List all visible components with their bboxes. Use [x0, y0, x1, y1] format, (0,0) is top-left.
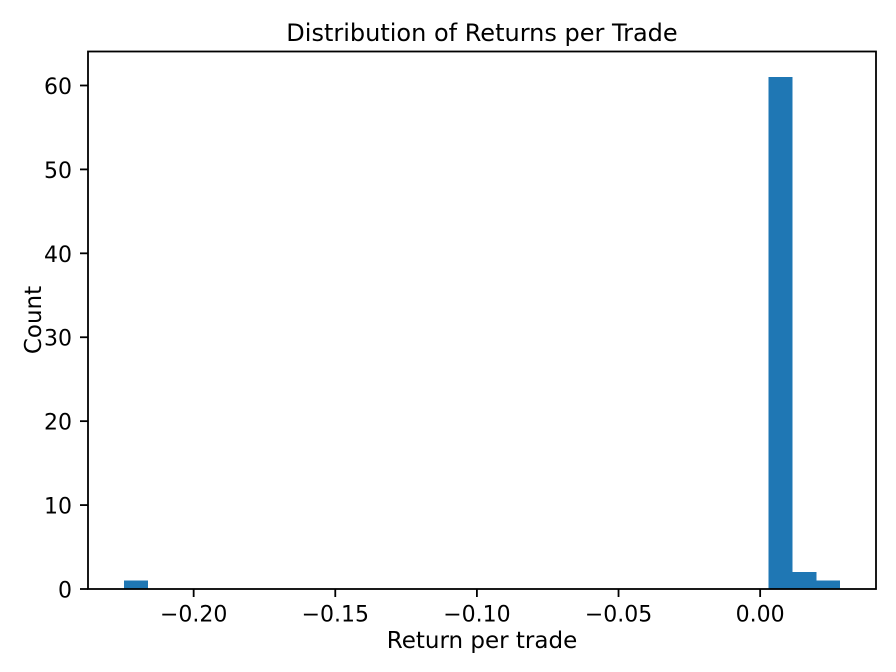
y-tick-label: 60: [44, 75, 72, 100]
y-tick-label: 30: [44, 327, 72, 352]
x-tick-label: 0.00: [736, 603, 785, 628]
x-tick-label: −0.05: [585, 603, 652, 628]
y-tick-label: 50: [44, 159, 72, 184]
y-tick-label: 40: [44, 243, 72, 268]
histogram-bar: [768, 77, 793, 589]
y-tick-label: 20: [44, 411, 72, 436]
x-tick-label: −0.15: [302, 603, 369, 628]
x-axis-ticks: −0.20 −0.15 −0.10 −0.05 0.00: [160, 589, 785, 628]
y-axis-ticks: 0 10 20 30 40 50 60: [44, 75, 88, 604]
y-axis-label: Count: [21, 286, 47, 354]
x-axis-label: Return per trade: [387, 628, 577, 654]
x-tick-label: −0.20: [160, 603, 227, 628]
x-tick-label: −0.10: [443, 603, 510, 628]
y-tick-label: 0: [58, 579, 72, 604]
histogram-bar: [816, 580, 841, 589]
plot-frame: [87, 50, 877, 590]
histogram-bar: [792, 572, 817, 589]
chart-title: Distribution of Returns per Trade: [286, 19, 677, 47]
bars-layer: [123, 77, 841, 589]
y-tick-label: 10: [44, 495, 72, 520]
histogram-bar: [123, 580, 148, 589]
